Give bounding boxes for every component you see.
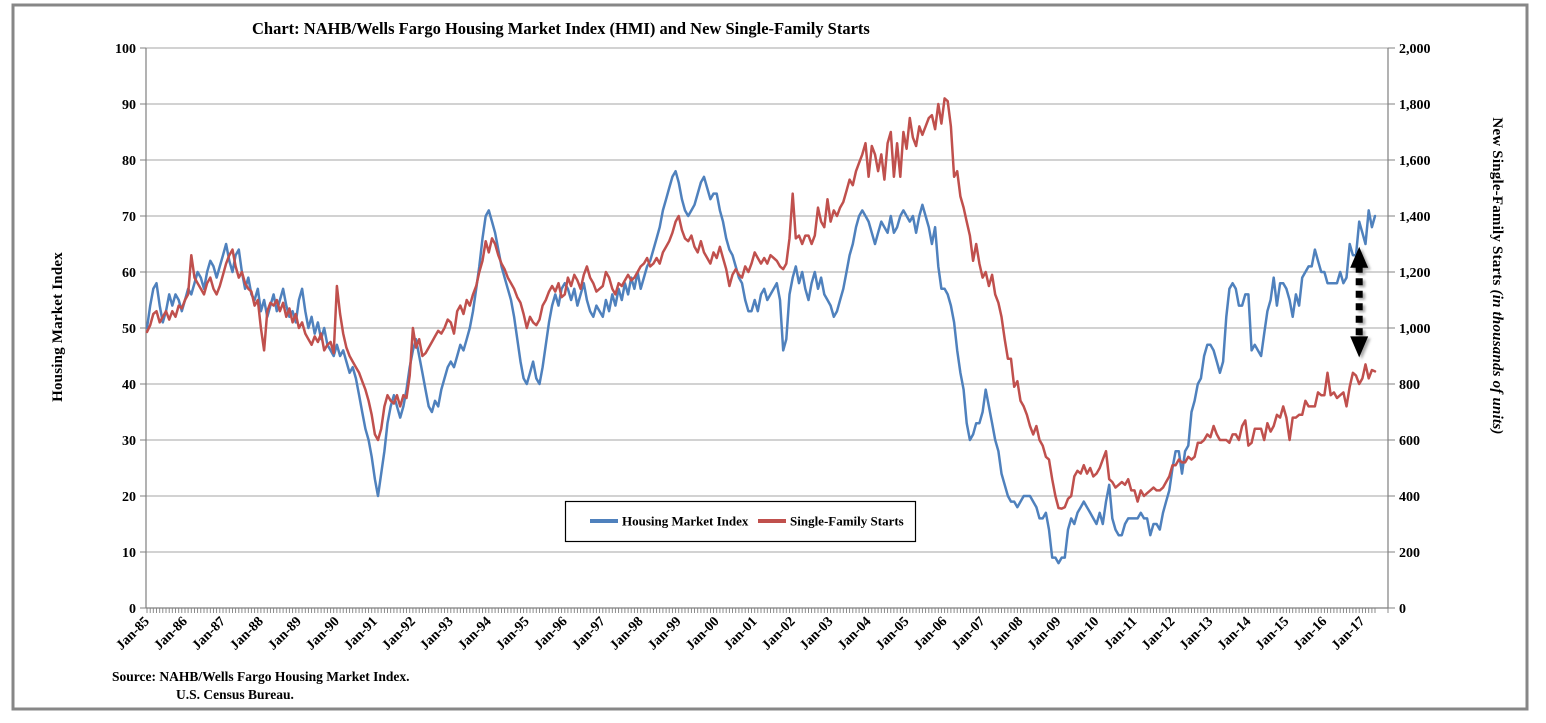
x-axis-tick-label: Jan-17 xyxy=(1329,614,1368,653)
chart-title: Chart: NAHB/Wells Fargo Housing Market I… xyxy=(252,19,870,38)
x-axis-tick-label: Jan-91 xyxy=(342,614,381,653)
x-axis-tick-label: Jan-87 xyxy=(190,614,229,653)
x-axis-tick-label: Jan-03 xyxy=(797,614,836,653)
x-axis-tick-label: Jan-00 xyxy=(683,614,722,653)
legend: Housing Market Index Single-Family Start… xyxy=(564,500,917,543)
legend-box xyxy=(564,500,917,543)
x-axis-tick-label: Jan-16 xyxy=(1291,614,1330,653)
x-axis-tick-label: Jan-96 xyxy=(531,614,570,653)
x-axis-tick-label: Jan-06 xyxy=(911,614,950,653)
x-axis-tick-label: Jan-09 xyxy=(1025,614,1064,653)
legend-hmi-label: Housing Market Index xyxy=(622,514,749,529)
x-axis-tick-label: Jan-88 xyxy=(228,614,267,653)
x-axis-tick-label: Jan-89 xyxy=(266,614,305,653)
right-axis-tick-label: 400 xyxy=(1399,490,1420,505)
right-axis-tick-label: 1,600 xyxy=(1399,154,1431,169)
source-note-line2: U.S. Census Bureau. xyxy=(176,687,294,702)
x-axis-tick-label: Jan-04 xyxy=(835,614,874,653)
right-axis-title-main: New Single-Family Starts xyxy=(1489,117,1505,289)
x-axis-tick-label: Jan-99 xyxy=(645,614,684,653)
left-axis-title: Housing Market Index xyxy=(50,252,66,402)
legend-starts-label: Single-Family Starts xyxy=(790,514,904,529)
left-axis-tick-label: 90 xyxy=(122,98,136,113)
x-axis-tick-label: Jan-10 xyxy=(1063,614,1102,653)
x-axis-tick-label: Jan-85 xyxy=(114,614,153,653)
right-axis-title: New Single-Family Starts (in thousands o… xyxy=(1489,117,1505,434)
right-axis-tick-label: 800 xyxy=(1399,378,1420,393)
x-axis-tick-label: Jan-14 xyxy=(1215,614,1254,653)
left-axis-tick-label: 30 xyxy=(122,434,136,449)
x-axis-tick-label: Jan-86 xyxy=(152,614,191,653)
left-axis-tick-label: 70 xyxy=(122,210,136,225)
left-axis-tick-label: 0 xyxy=(129,602,136,617)
left-axis-tick-label: 50 xyxy=(122,322,136,337)
gridlines xyxy=(146,47,1388,553)
source-note-line1: Source: NAHB/Wells Fargo Housing Market … xyxy=(112,669,410,684)
hmi-series-line xyxy=(145,169,1377,565)
right-axis-tick-label: 0 xyxy=(1399,602,1406,617)
right-axis-tick-label: 1,800 xyxy=(1399,98,1431,113)
right-axis-tick-label: 600 xyxy=(1399,434,1420,449)
x-axis-tick-label: Jan-02 xyxy=(759,614,798,653)
x-axis-tick-label: Jan-93 xyxy=(417,614,456,653)
figure-border xyxy=(11,3,1529,711)
x-axis-tick-label: Jan-11 xyxy=(1102,614,1141,653)
x-axis-tick-label: Jan-08 xyxy=(987,614,1026,653)
left-axis-tick-label: 20 xyxy=(122,490,136,505)
left-axis-tick-label: 40 xyxy=(122,378,136,393)
x-axis-tick-label: Jan-15 xyxy=(1253,614,1292,653)
right-axis-tick-label: 2,000 xyxy=(1399,42,1431,57)
starts-series-line xyxy=(145,97,1377,510)
plot-area: 0 10 20 30 40 50 60 70 80 90 100 0 200 400 600 800 1,000… xyxy=(114,42,1431,653)
right-axis-title-units: (in thousands of units) xyxy=(1489,290,1505,435)
right-axis-tick-label: 1,000 xyxy=(1399,322,1431,337)
right-axis-tick-label: 1,200 xyxy=(1399,266,1431,281)
x-axis-tick-label: Jan-94 xyxy=(455,614,494,653)
x-axis-tick-label: Jan-97 xyxy=(569,614,608,653)
left-axis-tick-label: 80 xyxy=(122,154,136,169)
x-axis-tick-label: Jan-90 xyxy=(304,614,343,653)
left-axis-tick-label: 60 xyxy=(122,266,136,281)
gap-annotation-arrow-icon xyxy=(1350,246,1369,358)
x-axis-tick-label: Jan-13 xyxy=(1177,614,1216,653)
x-axis-tick-label: Jan-01 xyxy=(721,614,760,653)
x-axis-tick-label: Jan-12 xyxy=(1139,614,1178,653)
x-axis-tick-label: Jan-95 xyxy=(493,614,532,653)
x-axis-tick-label: Jan-05 xyxy=(873,614,912,653)
right-axis-tick-label: 1,400 xyxy=(1399,210,1431,225)
right-axis-tick-label: 200 xyxy=(1399,546,1420,561)
left-axis-tick-label: 10 xyxy=(122,546,136,561)
x-axis-tick-label: Jan-92 xyxy=(380,614,419,653)
x-axis-tick-label: Jan-98 xyxy=(607,614,646,653)
axis-tick-marks xyxy=(140,47,1395,613)
x-axis-tick-label: Jan-07 xyxy=(949,614,988,653)
left-axis-tick-label: 100 xyxy=(115,42,136,57)
